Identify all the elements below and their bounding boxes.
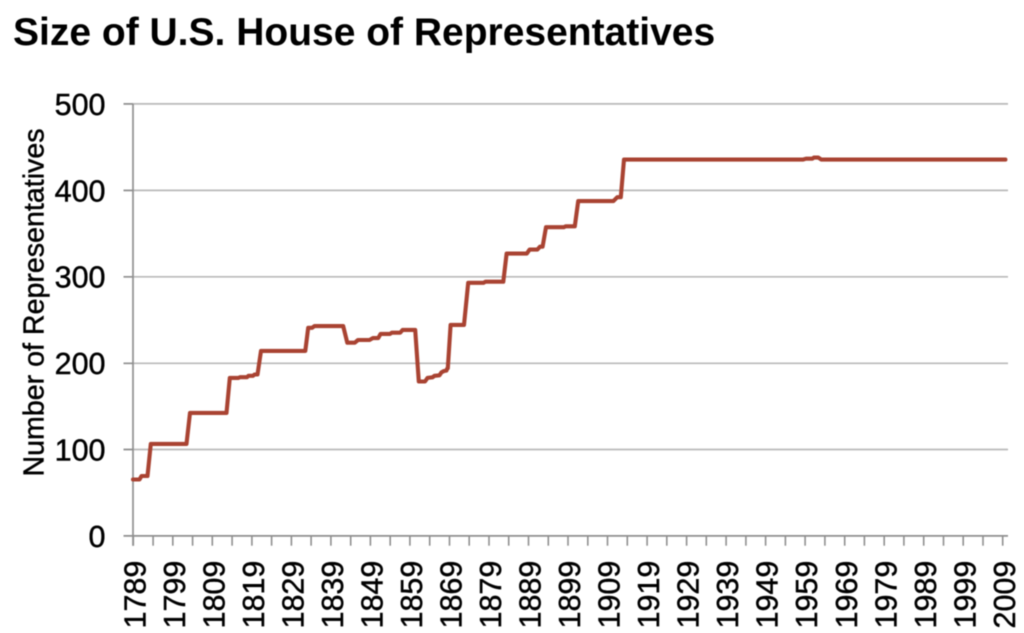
svg-text:1819: 1819 [237, 561, 271, 629]
svg-text:1899: 1899 [553, 561, 587, 629]
svg-text:1889: 1889 [514, 561, 548, 629]
svg-text:1939: 1939 [711, 561, 745, 629]
svg-text:1789: 1789 [118, 561, 152, 629]
svg-text:1929: 1929 [672, 561, 706, 629]
svg-text:2009: 2009 [988, 561, 1022, 629]
svg-text:500: 500 [55, 88, 106, 122]
svg-text:0: 0 [89, 520, 106, 554]
svg-text:1799: 1799 [158, 561, 192, 629]
svg-text:1809: 1809 [197, 561, 231, 629]
svg-text:Size of U.S. House of Represen: Size of U.S. House of Representatives [13, 11, 715, 54]
svg-text:200: 200 [55, 347, 106, 381]
svg-text:1949: 1949 [751, 561, 785, 629]
svg-text:1879: 1879 [474, 561, 508, 629]
svg-text:1869: 1869 [435, 561, 469, 629]
svg-text:1959: 1959 [790, 561, 824, 629]
svg-text:1839: 1839 [316, 561, 350, 629]
svg-text:1829: 1829 [277, 561, 311, 629]
svg-text:1919: 1919 [632, 561, 666, 629]
svg-text:1979: 1979 [869, 561, 903, 629]
svg-text:1989: 1989 [909, 561, 943, 629]
svg-text:1999: 1999 [948, 561, 982, 629]
svg-text:100: 100 [55, 433, 106, 467]
svg-text:400: 400 [55, 174, 106, 208]
svg-text:1909: 1909 [593, 561, 627, 629]
svg-text:300: 300 [55, 261, 106, 295]
svg-text:1849: 1849 [356, 561, 390, 629]
svg-text:Number of Representatives: Number of Representatives [19, 128, 51, 476]
svg-text:1969: 1969 [830, 561, 864, 629]
svg-text:1859: 1859 [395, 561, 429, 629]
